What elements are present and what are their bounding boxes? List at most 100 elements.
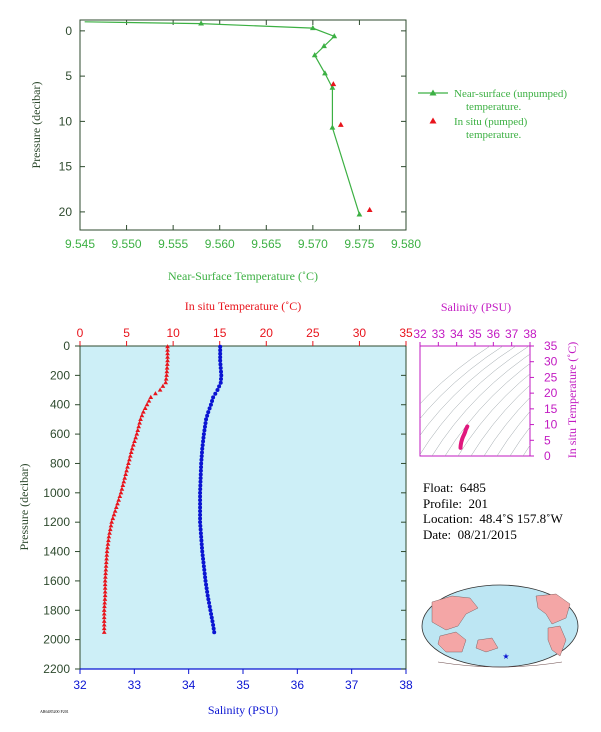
location-map: ★ [421,584,579,668]
salinity-point [218,351,223,356]
salinity-point [209,611,214,616]
salinity-point [207,600,212,605]
salinity-point [198,523,203,528]
salinity-point [218,355,223,360]
temperature-point [101,629,107,634]
salinity-point [215,388,220,393]
salinity-point [201,435,206,440]
temperature-point [125,464,130,469]
salinity-point [200,553,205,558]
near-surface-point [329,124,336,130]
temperature-point [163,376,169,381]
temperature-point [137,420,142,425]
temperature-point [165,354,170,359]
salinity-point [198,516,203,521]
legend-in-situ-line2: temperature. [466,129,522,141]
map-south-america [547,625,567,657]
temperature-point [111,512,117,517]
density-contour [496,411,530,456]
temperature-point [146,398,152,403]
salinity-point [198,487,203,492]
temp-xtick-label: 15 [213,326,227,340]
near-surface-point [309,24,316,31]
salinity-point [198,479,203,484]
salinity-point [201,439,206,444]
salinity-point [206,597,211,602]
near-surface-point [321,43,327,49]
near-surface-point [311,52,318,58]
temperature-point [105,541,111,546]
top-xtick-label: 9.575 [344,237,374,251]
salinity-point [198,505,203,510]
location-value: 48.4˚S 157.8˚W [479,511,563,526]
density-contour [509,426,530,456]
salinity-point [218,348,223,353]
density-contour [470,384,530,456]
temperature-point [129,446,135,451]
temperature-point [103,567,109,572]
temperature-point [103,570,108,576]
temperature-point [103,563,109,568]
sal-xtick-label: 36 [291,678,305,692]
map-antarctica [437,661,563,668]
salinity-point [198,483,203,488]
salinity-point [198,490,203,495]
temp-xtick-label: 10 [166,326,180,340]
salinity-point [208,402,213,407]
temperature-point [122,475,128,480]
salinity-point [219,373,224,378]
near-surface-point [322,70,328,76]
ts-ytick-label: 5 [544,433,551,447]
salinity-point [211,395,216,400]
temperature-point [102,585,108,590]
temperature-point [113,504,119,510]
temperature-point [101,622,107,627]
top-xtick-label: 9.550 [112,237,142,251]
profile-chart-background [80,346,406,669]
temperature-point [140,409,146,414]
temperature-point [133,435,138,440]
near-surface-point [198,20,204,26]
near-surface-point [331,33,338,39]
salinity-point [199,465,204,470]
top-xtick-label: 9.565 [251,237,281,251]
salinity-point [198,531,203,536]
salinity-point [199,457,204,462]
profile-ytick-label: 1200 [43,515,70,529]
salinity-point [198,520,203,525]
top-xtick-label: 9.580 [391,237,421,251]
profile-row: Profile: 201 [423,496,563,512]
float-location-marker: ★ [502,652,509,661]
salinity-point [217,384,222,389]
temperature-point [109,519,115,524]
float-value: 6485 [459,480,486,495]
ts-chart-plot [458,424,470,450]
temperature-point [165,351,170,356]
salinity-point [218,366,223,371]
top-chart-ylabel: Pressure (decibar) [29,82,43,169]
temperature-point [107,530,112,535]
top-ytick-label: 15 [59,160,73,174]
temperature-point [165,344,170,349]
salinity-point [205,593,210,598]
salinity-point [199,545,204,550]
temperature-point [112,508,118,513]
temperature-point [101,615,107,620]
temperature-point [108,523,114,528]
salinity-point [205,589,210,594]
temp-xtick-label: 30 [353,326,367,340]
sal-xtick-label: 38 [399,678,413,692]
salinity-point [199,538,204,543]
salinity-point [199,454,204,459]
temp-xtick-label: 5 [123,326,130,340]
salinity-point [198,498,203,503]
profile-chart: 0 5 10 15 20 25 30 35 32 33 34 35 36 37 38 0 200 400 600 80… [17,299,413,717]
temperature-point [164,369,170,374]
temperature-axis-label: In situ Temperature (˚C) [185,299,302,313]
temperature-point [164,372,169,377]
temperature-point [128,449,134,455]
temp-xtick-label: 20 [260,326,274,340]
